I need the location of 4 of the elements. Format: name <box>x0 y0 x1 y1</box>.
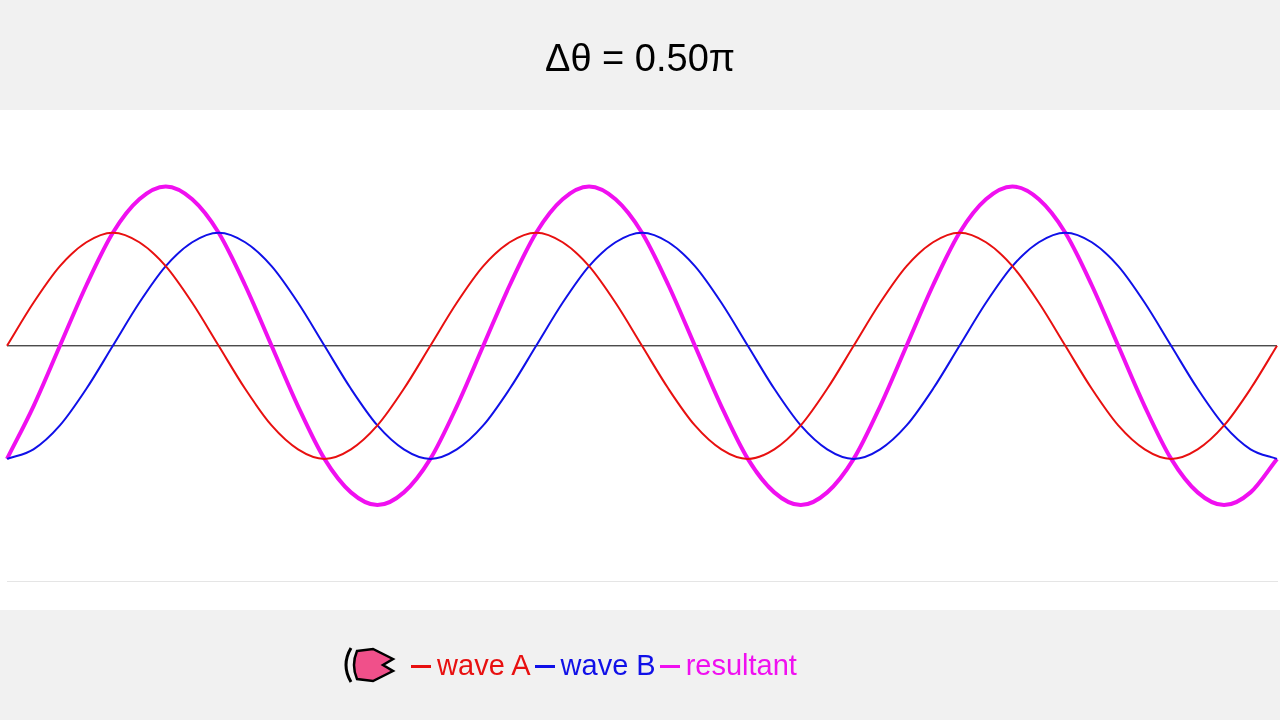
legend-label: resultant <box>685 648 797 681</box>
chart-title: Δθ = 0.50π <box>544 36 736 81</box>
legend-label: wave B <box>560 648 656 681</box>
legend-label: wave A <box>437 648 531 681</box>
